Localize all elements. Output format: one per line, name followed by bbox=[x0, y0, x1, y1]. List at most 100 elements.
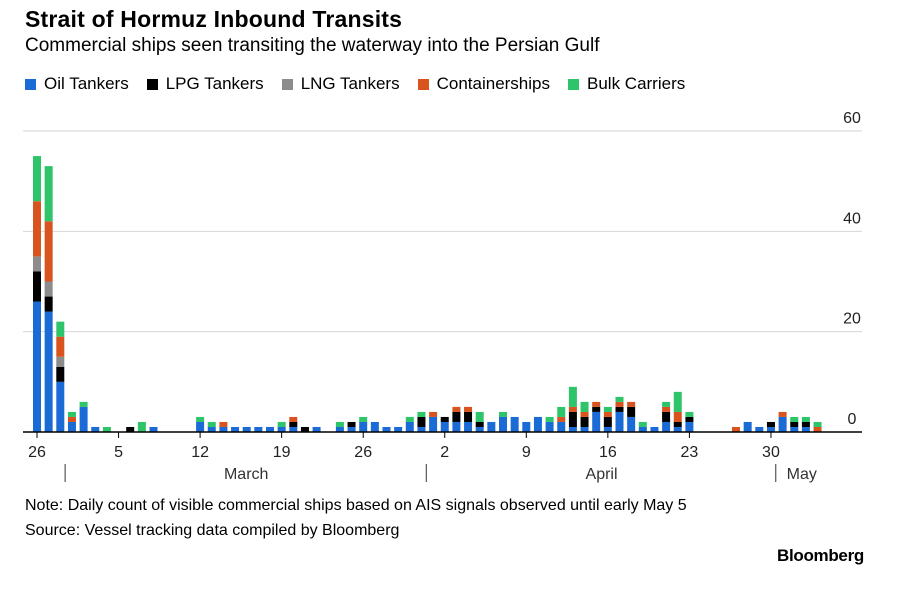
bar-segment bbox=[335, 426, 344, 432]
bar-segment bbox=[627, 401, 636, 407]
stacked-bar-chart: 0 20 40 60 26 5 12 19 26 2 9 16 23 30 March April May bbox=[23, 110, 862, 483]
y-tick-label: 40 bbox=[843, 210, 861, 227]
x-tick-label: 9 bbox=[522, 444, 531, 461]
bar-segment bbox=[219, 421, 228, 427]
bar-segment bbox=[33, 271, 41, 302]
bar-segment bbox=[417, 411, 426, 417]
bar-segment bbox=[266, 426, 274, 432]
bar-segment bbox=[289, 421, 298, 427]
bar-segment bbox=[499, 416, 507, 432]
bar-segment bbox=[452, 421, 461, 432]
bar-segment bbox=[487, 421, 496, 432]
bar-segment bbox=[557, 421, 566, 432]
bar-segment bbox=[533, 416, 542, 432]
month-label: April bbox=[586, 466, 618, 483]
bar-segment bbox=[790, 426, 799, 432]
bar-segment bbox=[417, 426, 426, 432]
bar-segment bbox=[289, 416, 298, 422]
legend-item-bulk-carriers: Bulk Carriers bbox=[568, 74, 685, 94]
bar-segment bbox=[231, 426, 240, 432]
bar-segment bbox=[580, 426, 589, 432]
bar-segment bbox=[685, 421, 694, 432]
bar-segment bbox=[405, 416, 414, 422]
bar-segment bbox=[67, 411, 76, 417]
bar-segment bbox=[522, 421, 531, 432]
bar-segment bbox=[196, 416, 205, 422]
bar-segment bbox=[79, 406, 88, 432]
bar-segment bbox=[662, 401, 671, 407]
chart-source: Source: Vessel tracking data compiled by… bbox=[25, 522, 400, 539]
bar-segment bbox=[766, 421, 775, 427]
bar-segment bbox=[568, 411, 577, 427]
legend-item-lng-tankers: LNG Tankers bbox=[281, 74, 400, 94]
bar-segment bbox=[417, 416, 426, 427]
bar-segment bbox=[499, 411, 507, 417]
legend-swatch bbox=[281, 78, 293, 90]
bar-segment bbox=[685, 416, 694, 422]
chart-note: Note: Daily count of visible commercial … bbox=[25, 497, 687, 514]
month-label: March bbox=[224, 466, 268, 483]
bar-segment bbox=[638, 426, 647, 432]
bar-segment bbox=[452, 406, 461, 412]
bar-segment bbox=[207, 421, 216, 427]
bar-segment bbox=[464, 406, 473, 412]
bar-segment bbox=[475, 411, 484, 422]
bar-segment bbox=[242, 426, 251, 432]
bar-segment bbox=[44, 221, 53, 282]
bar-segment bbox=[790, 421, 799, 427]
legend-item-oil-tankers: Oil Tankers bbox=[25, 74, 129, 94]
bar-segment bbox=[429, 416, 438, 432]
bar-segment bbox=[662, 421, 671, 432]
bar-segment bbox=[615, 396, 624, 402]
bar-segment bbox=[568, 386, 577, 407]
bar-segment bbox=[126, 426, 135, 432]
bar-segment bbox=[33, 201, 41, 257]
y-tick-label: 20 bbox=[843, 311, 861, 328]
bar-segment bbox=[56, 366, 65, 382]
chart-title: Strait of Hormuz Inbound Transits bbox=[25, 6, 403, 32]
bar-segment bbox=[592, 406, 601, 412]
bar-segment bbox=[545, 421, 554, 432]
x-tick-label: 23 bbox=[681, 444, 699, 461]
bar-segment bbox=[766, 426, 775, 432]
legend-swatch bbox=[417, 78, 429, 90]
bar-segment bbox=[475, 426, 484, 432]
legend-label: Containerships bbox=[436, 74, 550, 93]
bar-segment bbox=[44, 311, 53, 432]
bar-segment bbox=[79, 401, 88, 407]
bar-segment bbox=[603, 416, 612, 427]
legend-label: Bulk Carriers bbox=[587, 74, 686, 93]
bar-segment bbox=[685, 411, 694, 417]
bar-segment bbox=[33, 156, 41, 202]
bar-segment bbox=[580, 411, 589, 417]
bar-segment bbox=[56, 381, 65, 432]
bar-segment bbox=[370, 421, 379, 432]
bar-segment bbox=[568, 406, 577, 412]
bar-segment bbox=[801, 426, 810, 432]
bar-segment bbox=[207, 426, 216, 432]
legend-item-containerships: Containerships bbox=[417, 74, 550, 94]
bar-segment bbox=[33, 301, 41, 432]
chart-subtitle: Commercial ships seen transiting the wat… bbox=[25, 35, 600, 56]
legend-label: Oil Tankers bbox=[44, 74, 129, 93]
bar-segment bbox=[196, 421, 205, 432]
bar-segment bbox=[44, 296, 53, 312]
x-tick-label: 19 bbox=[273, 444, 291, 461]
bar-segment bbox=[801, 421, 810, 427]
bar-segment bbox=[347, 421, 356, 427]
x-tick-label: 2 bbox=[440, 444, 449, 461]
bar-segment bbox=[673, 391, 682, 412]
bar-segment bbox=[801, 416, 810, 422]
bar-segment bbox=[359, 421, 368, 432]
bar-segment bbox=[545, 416, 554, 422]
bar-segment bbox=[615, 401, 624, 407]
bar-segment bbox=[673, 411, 682, 422]
legend: Oil Tankers LPG Tankers LNG Tankers Cont… bbox=[25, 74, 703, 94]
bar-segment bbox=[662, 406, 671, 412]
bar-segment bbox=[91, 426, 100, 432]
bar-segment bbox=[44, 166, 53, 222]
y-tick-label: 60 bbox=[843, 110, 861, 127]
bar-segment bbox=[592, 411, 601, 432]
bar-segment bbox=[580, 401, 589, 412]
bar-segment bbox=[277, 426, 286, 432]
